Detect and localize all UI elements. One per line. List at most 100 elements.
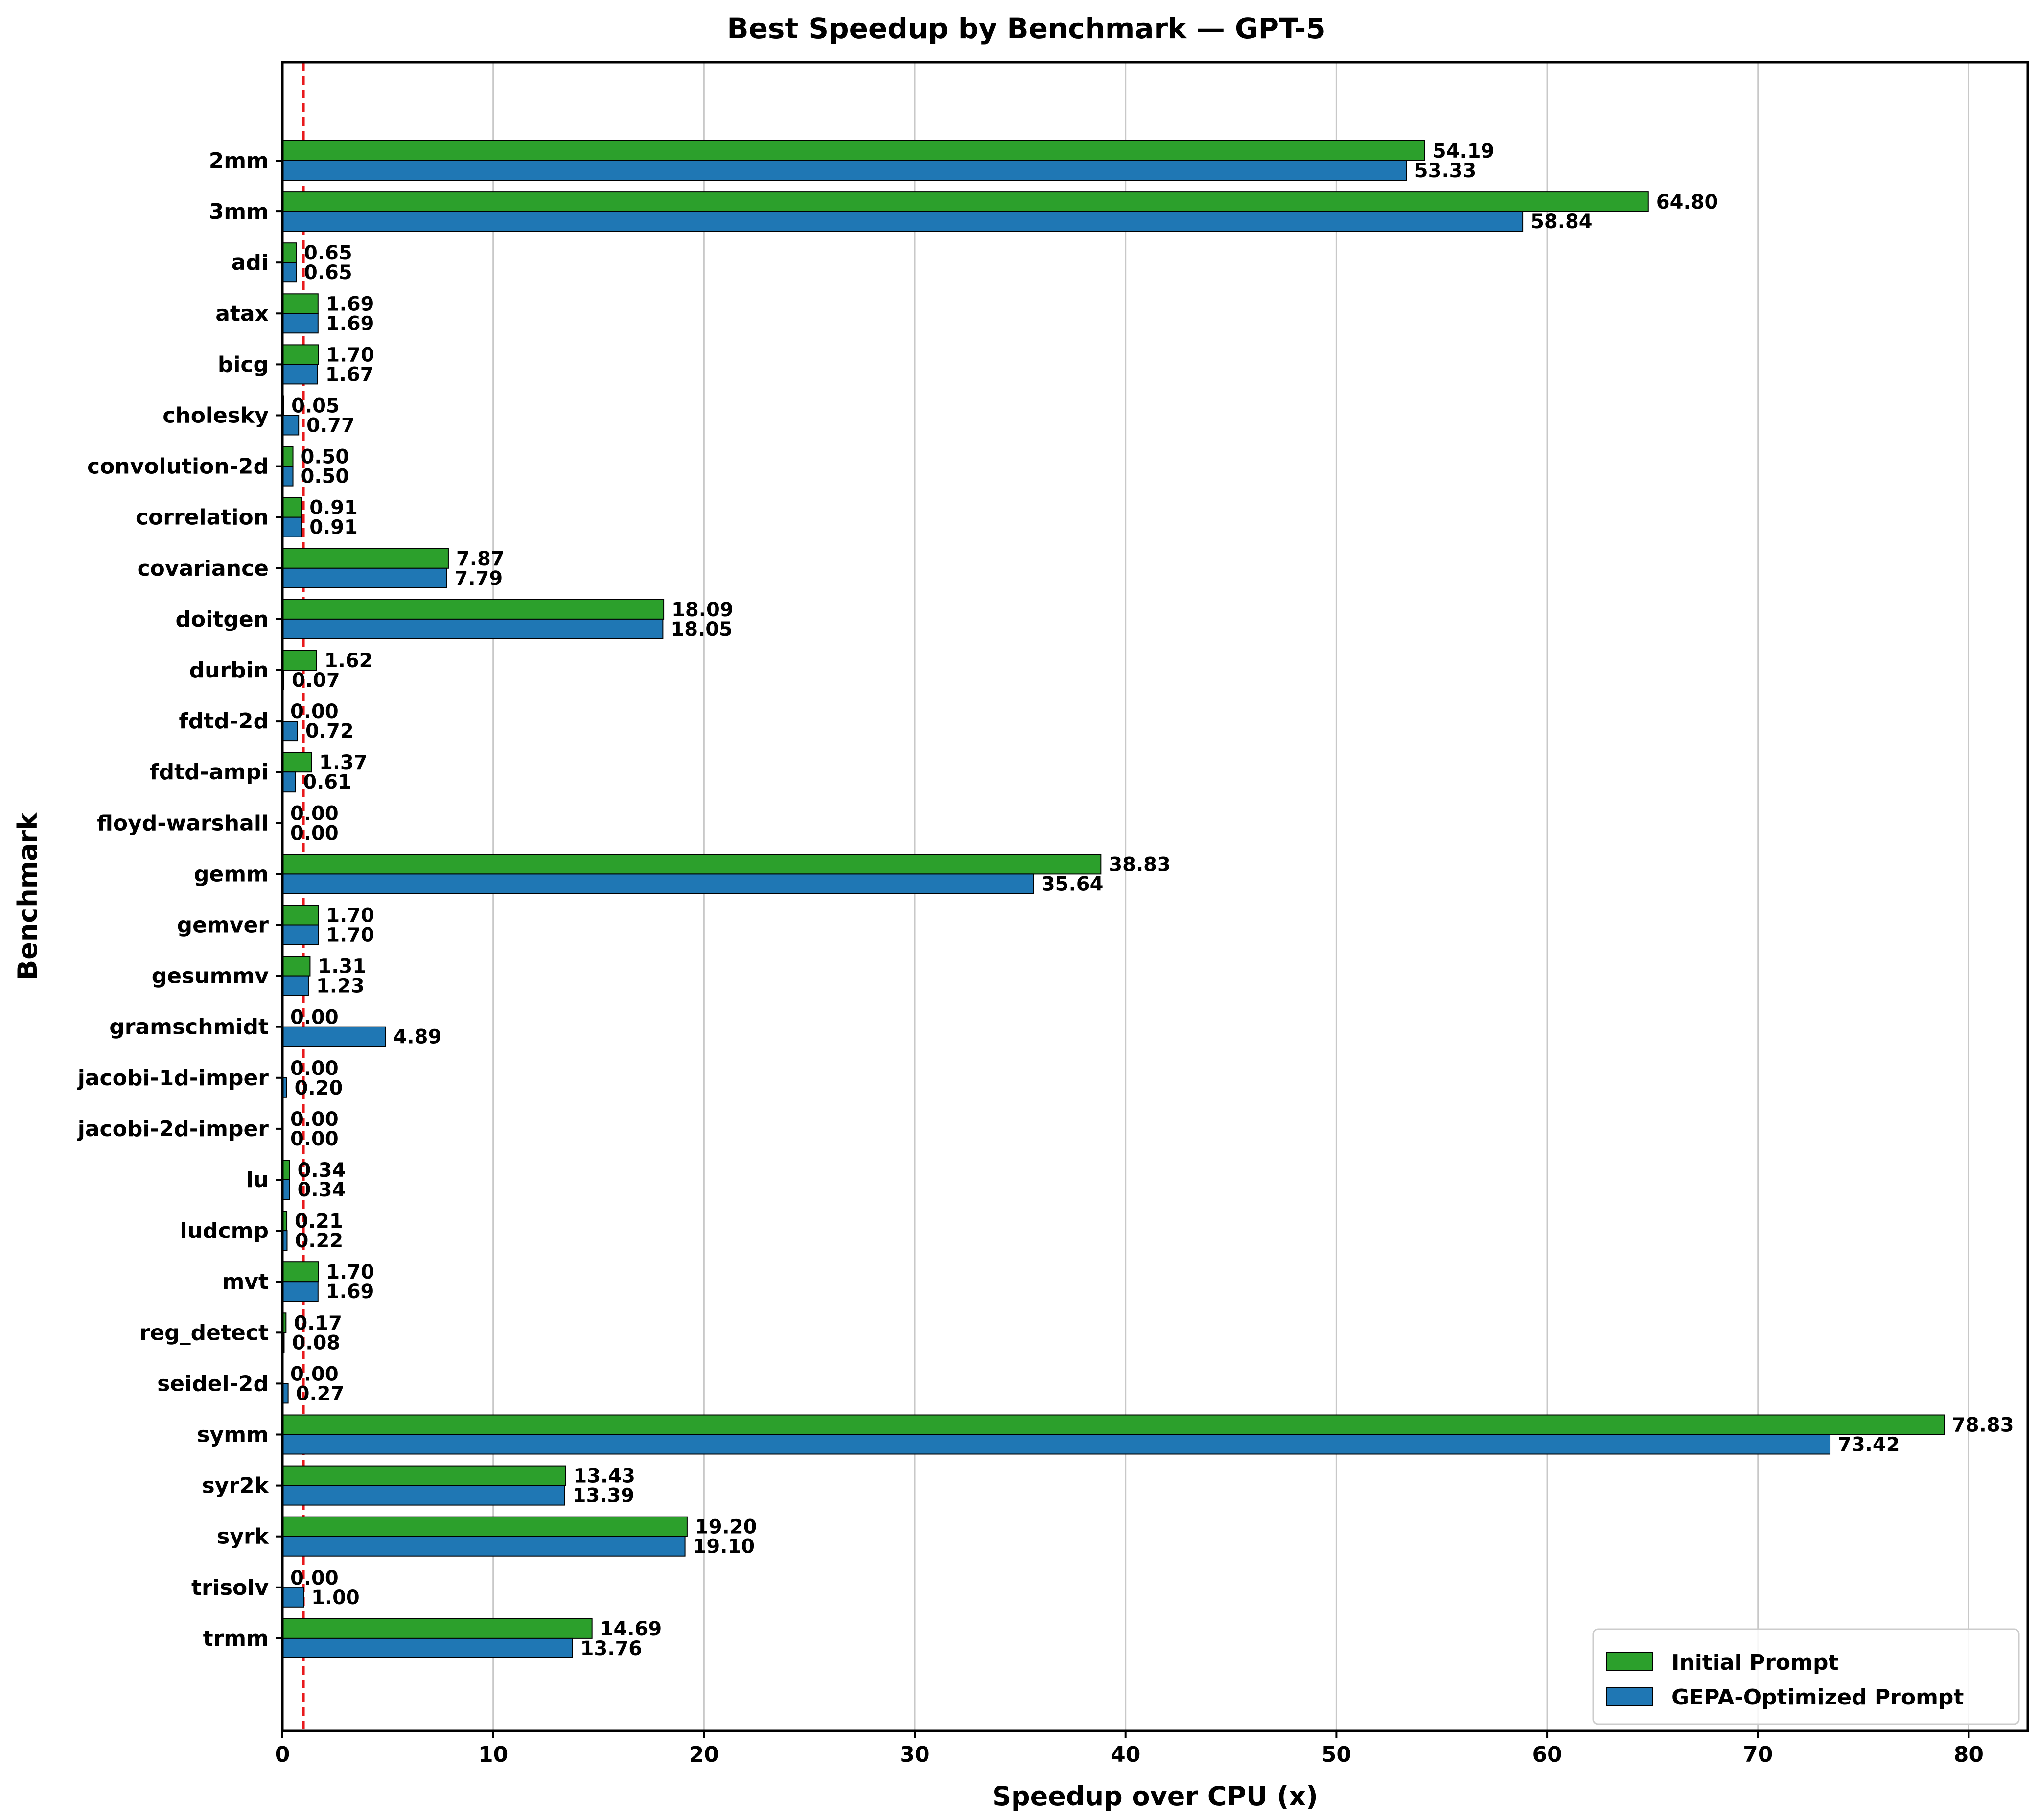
y-tick-label-reg-detect: reg_detect [139, 1320, 269, 1345]
bar-gepa-optimized-prompt-trisolv [282, 1587, 304, 1608]
bar-gepa-optimized-prompt-correlation [282, 516, 302, 537]
value-label-gepa-optimized-prompt-2mm: 53.33 [1414, 160, 1477, 182]
bar-gepa-optimized-prompt-fdtd-ampi [282, 771, 296, 793]
value-label-gepa-optimized-prompt-jacobi-1d-imper: 0.20 [295, 1077, 343, 1099]
y-tick-label-cholesky: cholesky [162, 403, 269, 428]
bar-gepa-optimized-prompt-gesummv [282, 975, 309, 996]
x-tick-label-50: 50 [1321, 1742, 1351, 1767]
x-tick-label-10: 10 [478, 1742, 508, 1767]
y-tick-label-trmm: trmm [203, 1626, 269, 1651]
y-tick-label-durbin: durbin [189, 658, 269, 683]
value-label-initial-prompt-floyd-warshall: 0.00 [290, 802, 339, 825]
bar-gepa-optimized-prompt-2mm [282, 160, 1407, 181]
y-tick-label-ludcmp: ludcmp [180, 1218, 269, 1243]
legend-box [1592, 1628, 2020, 1725]
y-tick-label-gemm: gemm [194, 862, 269, 887]
value-label-gepa-optimized-prompt-bicg: 1.67 [325, 363, 374, 386]
value-label-gepa-optimized-prompt-convolution-2d: 0.50 [301, 466, 349, 488]
value-label-gepa-optimized-prompt-syrk: 19.10 [693, 1536, 755, 1558]
x-tick-label-40: 40 [1111, 1742, 1140, 1767]
y-tick-label-3mm: 3mm [209, 199, 269, 224]
value-label-gepa-optimized-prompt-syr2k: 13.39 [573, 1485, 635, 1507]
y-tick-label-floyd-warshall: floyd-warshall [97, 811, 269, 836]
y-tick-label-doitgen: doitgen [175, 607, 269, 632]
bar-gepa-optimized-prompt-cholesky [282, 415, 300, 436]
bar-initial-prompt-correlation [282, 497, 302, 518]
value-label-initial-prompt-fdtd-ampi: 1.37 [319, 751, 368, 774]
bars [282, 140, 1945, 1658]
bar-initial-prompt-covariance [282, 548, 449, 569]
y-tick-label-correlation: correlation [136, 505, 269, 530]
bar-initial-prompt-2mm [282, 140, 1425, 161]
value-label-initial-prompt-fdtd-2d: 0.00 [290, 700, 339, 723]
y-tick-label-2mm: 2mm [209, 148, 269, 173]
bar-initial-prompt-trmm [282, 1618, 593, 1639]
bar-gepa-optimized-prompt-gramschmidt [282, 1026, 386, 1047]
value-label-initial-prompt-gramschmidt: 0.00 [290, 1006, 339, 1029]
bar-initial-prompt-bicg [282, 344, 319, 365]
value-label-gepa-optimized-prompt-gemm: 35.64 [1042, 873, 1104, 895]
y-tick-label-atax: atax [215, 301, 269, 326]
legend: Initial Prompt GEPA-Optimized Prompt [1592, 1628, 2020, 1725]
legend-label-gepa-optimized-prompt: GEPA-Optimized Prompt [1671, 1685, 1964, 1710]
y-tick-label-trisolv: trisolv [191, 1575, 269, 1600]
value-label-gepa-optimized-prompt-trmm: 13.76 [580, 1637, 643, 1660]
value-label-gepa-optimized-prompt-reg-detect: 0.08 [292, 1331, 340, 1354]
bar-initial-prompt-atax [282, 293, 319, 314]
value-label-initial-prompt-syr2k: 13.43 [573, 1465, 635, 1488]
value-label-gepa-optimized-prompt-lu: 0.34 [298, 1179, 346, 1201]
y-tick-label-seidel-2d: seidel-2d [157, 1371, 269, 1396]
value-label-initial-prompt-gemver: 1.70 [326, 905, 374, 927]
y-tick-label-fdtd-2d: fdtd-2d [179, 709, 269, 734]
value-label-initial-prompt-trmm: 14.69 [600, 1618, 662, 1640]
value-label-gepa-optimized-prompt-fdtd-ampi: 0.61 [303, 771, 351, 793]
bar-gepa-optimized-prompt-adi [282, 262, 297, 283]
bar-initial-prompt-syr2k [282, 1465, 566, 1486]
value-label-gepa-optimized-prompt-gemver: 1.70 [326, 924, 374, 947]
bar-initial-prompt-fdtd-ampi [282, 752, 312, 773]
bar-initial-prompt-durbin [282, 650, 317, 671]
grid-lines [281, 62, 1969, 1731]
value-label-initial-prompt-seidel-2d: 0.00 [290, 1363, 339, 1385]
bar-gepa-optimized-prompt-mvt [282, 1281, 319, 1302]
y-axis-label: Benchmark [12, 812, 43, 980]
y-tick-label-jacobi-2d-imper: jacobi-2d-imper [77, 1117, 269, 1142]
bar-gepa-optimized-prompt-gemm [282, 873, 1034, 894]
value-label-initial-prompt-correlation: 0.91 [309, 497, 358, 519]
bar-initial-prompt-gemm [282, 854, 1102, 875]
value-label-initial-prompt-doitgen: 18.09 [672, 599, 734, 621]
y-tick-label-fdtd-ampi: fdtd-ampi [149, 760, 269, 785]
legend-swatch-initial-prompt [1606, 1652, 1653, 1671]
y-tick-label-gemver: gemver [177, 913, 269, 938]
value-label-initial-prompt-durbin: 1.62 [324, 650, 373, 672]
value-label-initial-prompt-2mm: 54.19 [1433, 140, 1495, 163]
bar-gepa-optimized-prompt-covariance [282, 567, 447, 588]
y-tick-label-convolution-2d: convolution-2d [87, 454, 269, 479]
value-label-gepa-optimized-prompt-doitgen: 18.05 [671, 618, 733, 641]
bar-initial-prompt-doitgen [282, 599, 665, 620]
value-label-gepa-optimized-prompt-trisolv: 1.00 [311, 1587, 360, 1609]
x-axis-label: Speedup over CPU (x) [992, 1781, 1318, 1812]
bar-gepa-optimized-prompt-gemver [282, 924, 319, 945]
legend-swatch-gepa-optimized-prompt [1606, 1687, 1653, 1706]
bar-gepa-optimized-prompt-trmm [282, 1637, 573, 1658]
x-tick-label-80: 80 [1954, 1742, 1984, 1767]
value-label-initial-prompt-gesummv: 1.31 [318, 956, 366, 978]
bar-gepa-optimized-prompt-fdtd-2d [282, 721, 299, 742]
x-tick-label-70: 70 [1743, 1742, 1773, 1767]
bar-gepa-optimized-prompt-atax [282, 313, 319, 334]
bar-gepa-optimized-prompt-symm [282, 1434, 1831, 1455]
value-label-gepa-optimized-prompt-mvt: 1.69 [326, 1281, 374, 1303]
bar-initial-prompt-adi [282, 242, 297, 263]
y-tick-label-lu: lu [246, 1167, 269, 1192]
value-label-initial-prompt-3mm: 64.80 [1656, 191, 1718, 213]
y-tick-label-mvt: mvt [222, 1269, 269, 1294]
bar-gepa-optimized-prompt-syrk [282, 1536, 686, 1557]
value-label-gepa-optimized-prompt-cholesky: 0.77 [306, 415, 355, 437]
bar-initial-prompt-mvt [282, 1261, 319, 1283]
bar-initial-prompt-gesummv [282, 956, 311, 977]
value-label-gepa-optimized-prompt-adi: 0.65 [304, 261, 352, 284]
value-label-gepa-optimized-prompt-floyd-warshall: 0.00 [290, 822, 339, 844]
value-label-gepa-optimized-prompt-3mm: 58.84 [1530, 210, 1593, 233]
y-tick-label-jacobi-1d-imper: jacobi-1d-imper [77, 1066, 269, 1091]
